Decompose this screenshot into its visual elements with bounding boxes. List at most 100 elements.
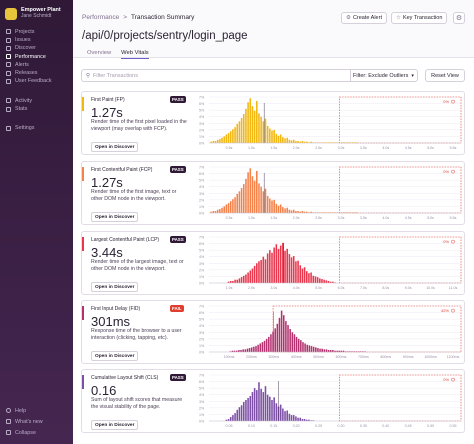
- histogram-bar[interactable]: [288, 209, 291, 213]
- histogram-bar[interactable]: [297, 338, 300, 352]
- histogram-bar[interactable]: [232, 129, 234, 143]
- histogram-bar[interactable]: [327, 212, 330, 213]
- histogram-bar[interactable]: [295, 416, 297, 421]
- histogram-bar[interactable]: [316, 277, 319, 283]
- histogram-bar[interactable]: [256, 100, 258, 143]
- histogram-bar[interactable]: [268, 336, 270, 352]
- histogram-bar[interactable]: [271, 399, 273, 421]
- histogram-bar[interactable]: [256, 390, 258, 421]
- histogram-bar[interactable]: [301, 141, 304, 143]
- histogram-bar[interactable]: [299, 211, 302, 213]
- sidebar-item-collapse[interactable]: Collapse: [0, 427, 73, 438]
- histogram-bar[interactable]: [247, 398, 249, 421]
- histogram-bar[interactable]: [285, 321, 287, 352]
- histogram-bar[interactable]: [225, 204, 228, 213]
- histogram-bar[interactable]: [345, 142, 347, 143]
- histogram-bar[interactable]: [334, 350, 336, 352]
- histogram-bar[interactable]: [290, 210, 293, 213]
- histogram-bar[interactable]: [221, 207, 223, 213]
- histogram-bar[interactable]: [229, 281, 232, 283]
- histogram-bar[interactable]: [292, 415, 295, 421]
- histogram-bar[interactable]: [316, 142, 319, 143]
- open-in-discover-button[interactable]: Open in Discover: [91, 420, 139, 430]
- histogram-bar[interactable]: [314, 212, 317, 213]
- histogram-bar[interactable]: [314, 142, 317, 143]
- histogram-bar[interactable]: [287, 325, 289, 352]
- histogram-bar[interactable]: [263, 340, 266, 352]
- histogram-bar[interactable]: [259, 343, 262, 352]
- histogram-bar[interactable]: [273, 199, 275, 213]
- histogram-bar[interactable]: [289, 329, 291, 352]
- sidebar-item-activity[interactable]: Activity: [0, 97, 73, 105]
- histogram-bar[interactable]: [242, 184, 245, 213]
- histogram-bar[interactable]: [338, 350, 341, 352]
- histogram-bar[interactable]: [260, 260, 262, 283]
- histogram-bar[interactable]: [312, 275, 315, 283]
- histogram-bar[interactable]: [251, 106, 254, 143]
- filter-dropdown[interactable]: Filter: Exclude Outliers ▾: [349, 69, 418, 82]
- histogram-bar[interactable]: [232, 281, 234, 283]
- histogram-bar[interactable]: [342, 142, 345, 143]
- reset-view-button[interactable]: Reset View: [425, 69, 465, 82]
- histogram-bar[interactable]: [291, 332, 294, 352]
- histogram-bar[interactable]: [295, 336, 298, 352]
- histogram-bar[interactable]: [271, 252, 273, 283]
- histogram-bar[interactable]: [234, 413, 236, 421]
- histogram-bar[interactable]: [325, 349, 328, 352]
- histogram-bar[interactable]: [282, 137, 284, 143]
- create-alert-button[interactable]: ⚙ Create Alert: [341, 12, 387, 24]
- histogram-bar[interactable]: [264, 118, 267, 143]
- histogram-bar[interactable]: [361, 351, 364, 352]
- histogram-bar[interactable]: [329, 142, 332, 143]
- histogram-bar[interactable]: [216, 209, 219, 213]
- sidebar-item-discover[interactable]: Discover: [0, 45, 73, 53]
- histogram-bar[interactable]: [240, 350, 242, 352]
- histogram-bar[interactable]: [351, 142, 354, 143]
- histogram-bar[interactable]: [227, 133, 230, 143]
- histogram-bar[interactable]: [303, 141, 306, 143]
- histogram-bar[interactable]: [323, 142, 325, 143]
- histogram-bar[interactable]: [253, 346, 255, 352]
- histogram-bar[interactable]: [308, 212, 310, 213]
- histogram-bar[interactable]: [238, 407, 241, 421]
- histogram-bar[interactable]: [229, 417, 232, 421]
- histogram-bar[interactable]: [232, 415, 234, 421]
- histogram-bar[interactable]: [240, 405, 243, 421]
- histogram-bar[interactable]: [316, 212, 319, 213]
- histogram-bar[interactable]: [299, 265, 302, 283]
- histogram-bar[interactable]: [305, 271, 308, 283]
- histogram-bar[interactable]: [251, 392, 254, 421]
- histogram-bar[interactable]: [344, 351, 347, 352]
- histogram-bar[interactable]: [329, 281, 332, 283]
- histogram-bar[interactable]: [314, 276, 317, 283]
- histogram-bar[interactable]: [247, 172, 249, 213]
- histogram-bar[interactable]: [238, 350, 240, 352]
- histogram-bar[interactable]: [214, 211, 217, 213]
- histogram-bar[interactable]: [323, 349, 326, 352]
- sidebar-item-user-feedback[interactable]: User Feedback: [0, 78, 73, 86]
- histogram-bar[interactable]: [301, 268, 304, 283]
- histogram-bar[interactable]: [334, 142, 336, 143]
- histogram-bar[interactable]: [264, 188, 267, 213]
- histogram-bar[interactable]: [249, 270, 252, 283]
- sidebar-item-stats[interactable]: Stats: [0, 105, 73, 113]
- histogram-bar[interactable]: [286, 410, 288, 421]
- histogram-bar[interactable]: [269, 198, 271, 213]
- histogram-bar[interactable]: [351, 212, 354, 213]
- histogram-bar[interactable]: [278, 317, 281, 352]
- histogram-bar[interactable]: [245, 274, 247, 283]
- histogram-bar[interactable]: [327, 350, 330, 352]
- histogram-bar[interactable]: [310, 420, 312, 421]
- histogram-bar[interactable]: [293, 334, 296, 352]
- open-in-discover-button[interactable]: Open in Discover: [91, 282, 139, 292]
- histogram-bar[interactable]: [304, 343, 306, 352]
- histogram-bar[interactable]: [240, 277, 243, 283]
- histogram-bar[interactable]: [249, 98, 252, 143]
- histogram-bar[interactable]: [282, 408, 284, 421]
- histogram-bar[interactable]: [310, 346, 313, 352]
- histogram-bar[interactable]: [255, 346, 257, 352]
- histogram-bar[interactable]: [227, 281, 230, 283]
- histogram-bar[interactable]: [295, 261, 297, 283]
- histogram-bar[interactable]: [325, 212, 328, 213]
- histogram-bar[interactable]: [244, 349, 247, 352]
